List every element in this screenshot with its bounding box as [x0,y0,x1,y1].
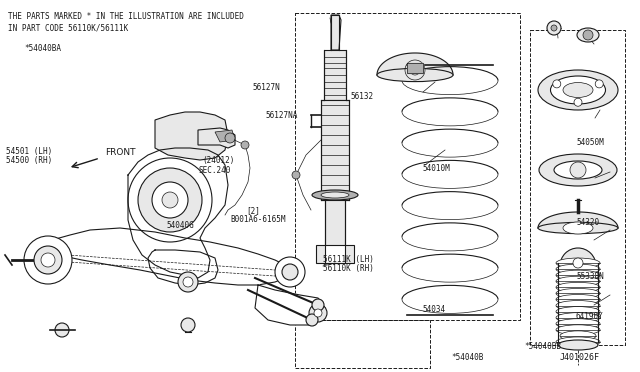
Text: THE PARTS MARKED * IN THE ILLUSTRATION ARE INCLUDED: THE PARTS MARKED * IN THE ILLUSTRATION A… [8,12,244,21]
Circle shape [547,21,561,35]
Ellipse shape [556,295,600,304]
Text: 54034: 54034 [422,305,445,314]
Text: *54040BA: *54040BA [24,44,61,53]
Ellipse shape [556,270,600,280]
Text: 54320: 54320 [576,218,599,227]
Circle shape [241,141,249,149]
Text: 54050M: 54050M [576,138,604,147]
Polygon shape [198,128,235,148]
Circle shape [55,323,69,337]
Polygon shape [407,63,423,73]
Text: 55338N: 55338N [576,272,604,280]
Circle shape [583,30,593,40]
Text: *54040B: *54040B [451,353,484,362]
Text: (24012): (24012) [202,156,235,165]
Text: IN PART CODE 56110K/56111K: IN PART CODE 56110K/56111K [8,23,128,32]
Ellipse shape [556,301,600,311]
Polygon shape [324,50,346,100]
Text: 54010M: 54010M [422,164,450,173]
Ellipse shape [563,222,593,234]
Ellipse shape [538,222,618,234]
Polygon shape [48,228,290,285]
Ellipse shape [556,258,600,268]
Ellipse shape [560,331,596,341]
Ellipse shape [556,276,600,286]
Text: 54500 (RH): 54500 (RH) [6,156,52,165]
Ellipse shape [556,307,600,317]
Circle shape [178,272,198,292]
Text: 56110K (RH): 56110K (RH) [323,264,374,273]
Ellipse shape [539,154,617,186]
Ellipse shape [556,325,600,335]
Ellipse shape [556,264,600,274]
Circle shape [560,248,596,284]
Ellipse shape [550,76,605,104]
Circle shape [551,25,557,31]
Circle shape [570,162,586,178]
Text: *54040BB: *54040BB [525,342,562,351]
Text: 56132: 56132 [351,92,374,101]
Circle shape [162,192,178,208]
Circle shape [152,182,188,218]
Text: 56127N: 56127N [253,83,280,92]
Ellipse shape [556,282,600,292]
Ellipse shape [321,192,349,198]
Circle shape [312,299,324,311]
Text: FRONT: FRONT [105,148,136,157]
Ellipse shape [558,340,598,350]
Circle shape [138,168,202,232]
Ellipse shape [556,337,600,347]
Circle shape [595,80,604,88]
Text: J401026F: J401026F [560,353,600,362]
Circle shape [41,253,55,267]
Polygon shape [215,130,235,142]
Text: 64190Y: 64190Y [576,312,604,321]
Circle shape [573,258,583,268]
Circle shape [282,264,298,280]
Polygon shape [325,200,345,245]
Circle shape [574,98,582,106]
Text: SEC.240: SEC.240 [198,166,231,175]
Text: 56111K (LH): 56111K (LH) [323,255,374,264]
Circle shape [34,246,62,274]
Ellipse shape [312,190,358,200]
Circle shape [553,80,561,88]
Circle shape [314,309,322,317]
Ellipse shape [556,313,600,323]
Text: 54040G: 54040G [166,221,194,230]
Circle shape [309,304,327,322]
Circle shape [128,158,212,242]
Circle shape [181,318,195,332]
Text: 56127NA: 56127NA [266,111,298,120]
Ellipse shape [554,161,602,179]
Ellipse shape [556,319,600,329]
Ellipse shape [377,68,453,81]
Polygon shape [155,112,228,160]
Ellipse shape [538,70,618,110]
Circle shape [292,171,300,179]
Text: [2]: [2] [246,206,260,215]
Text: B001A6-6165M: B001A6-6165M [230,215,286,224]
Ellipse shape [577,28,599,42]
Polygon shape [321,100,349,200]
Circle shape [24,236,72,284]
Circle shape [225,133,235,143]
Ellipse shape [563,83,593,97]
Polygon shape [538,212,618,228]
Circle shape [306,314,318,326]
Text: 54501 (LH): 54501 (LH) [6,147,52,156]
Polygon shape [255,285,325,325]
Polygon shape [331,15,341,50]
Polygon shape [377,53,453,75]
Polygon shape [316,245,354,263]
Circle shape [183,277,193,287]
Ellipse shape [556,288,600,298]
Circle shape [275,257,305,287]
